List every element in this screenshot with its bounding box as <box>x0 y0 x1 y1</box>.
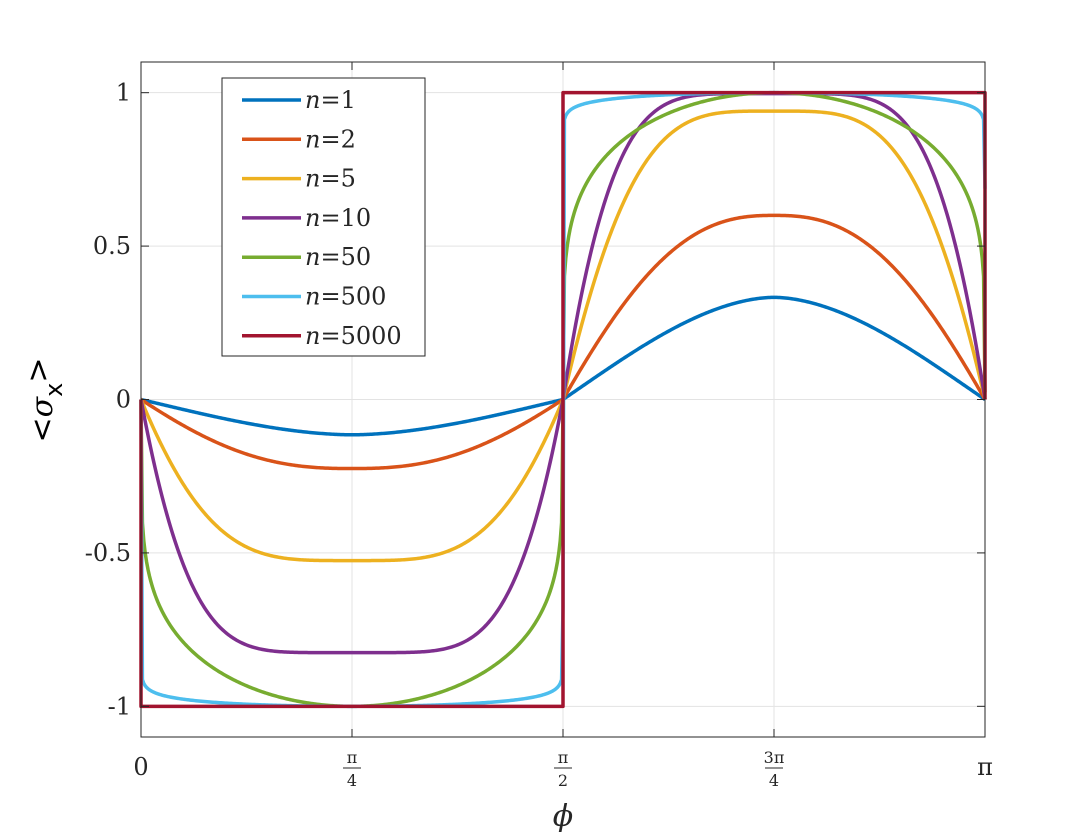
legend-label-eq: =10 <box>320 204 371 232</box>
x-tick-label-numerator: π <box>558 748 569 767</box>
legend-entry: n=500 <box>242 283 386 311</box>
y-axis-label-open: < <box>25 417 60 442</box>
legend-label: n=5000 <box>305 322 402 350</box>
legend-label-eq: =5 <box>320 165 355 193</box>
legend-entry: n=1 <box>242 86 356 114</box>
legend-label-eq: =5000 <box>320 322 401 350</box>
legend-entry: n=2 <box>242 125 356 153</box>
legend-label-eq: =1 <box>320 86 355 114</box>
y-tick-label: 1 <box>116 79 131 107</box>
x-tick-label-fraction: π4 <box>342 748 361 790</box>
y-tick-label: 0 <box>116 386 131 414</box>
legend-label-var: n <box>305 322 320 350</box>
y-axis-label-symbol: σ <box>25 395 60 417</box>
legend-label: n=500 <box>305 283 386 311</box>
x-tick-label: π <box>977 753 993 781</box>
x-tick-label-numerator: 3π <box>764 748 785 767</box>
legend-entry: n=5 <box>242 165 356 193</box>
x-axis-label: ϕ <box>553 799 573 832</box>
x-tick-label-denominator: 4 <box>347 771 357 790</box>
legend-label: n=10 <box>305 204 371 232</box>
legend-label-var: n <box>305 283 320 311</box>
y-tick-label: -1 <box>108 692 131 720</box>
x-tick-label-fraction: 3π4 <box>764 748 785 790</box>
legend-entry: n=5000 <box>242 322 402 350</box>
legend-label: n=50 <box>305 243 371 271</box>
legend-label-var: n <box>305 243 320 271</box>
y-axis-label-sub: x <box>40 383 68 397</box>
x-tick-label: 0 <box>133 753 148 781</box>
x-tick-label-denominator: 2 <box>558 771 568 790</box>
legend-entry: n=10 <box>242 204 371 232</box>
legend-label: n=5 <box>305 165 356 193</box>
legend-label-var: n <box>305 165 320 193</box>
legend-entry: n=50 <box>242 243 371 271</box>
y-tick-label: 0.5 <box>93 232 131 260</box>
ticks <box>140 62 986 737</box>
y-axis-label: <σx> <box>21 358 68 443</box>
legend-label: n=2 <box>305 125 356 153</box>
legend-label: n=1 <box>305 86 356 114</box>
x-tick-label-numerator: π <box>347 748 358 767</box>
legend-label-var: n <box>305 125 320 153</box>
legend-label-eq: =500 <box>320 283 386 311</box>
series-layer <box>139 90 987 709</box>
x-tick-label-denominator: 4 <box>769 771 779 790</box>
legend-label-eq: =50 <box>320 243 371 271</box>
legend-label-eq: =2 <box>320 125 355 153</box>
y-tick-label: -0.5 <box>85 539 131 567</box>
legend-label-var: n <box>305 86 320 114</box>
legend-label-var: n <box>305 204 320 232</box>
x-tick-label-fraction: π2 <box>553 748 572 790</box>
y-axis-label-close: > <box>21 358 56 383</box>
y-axis-label-text: <σx> <box>21 358 68 443</box>
